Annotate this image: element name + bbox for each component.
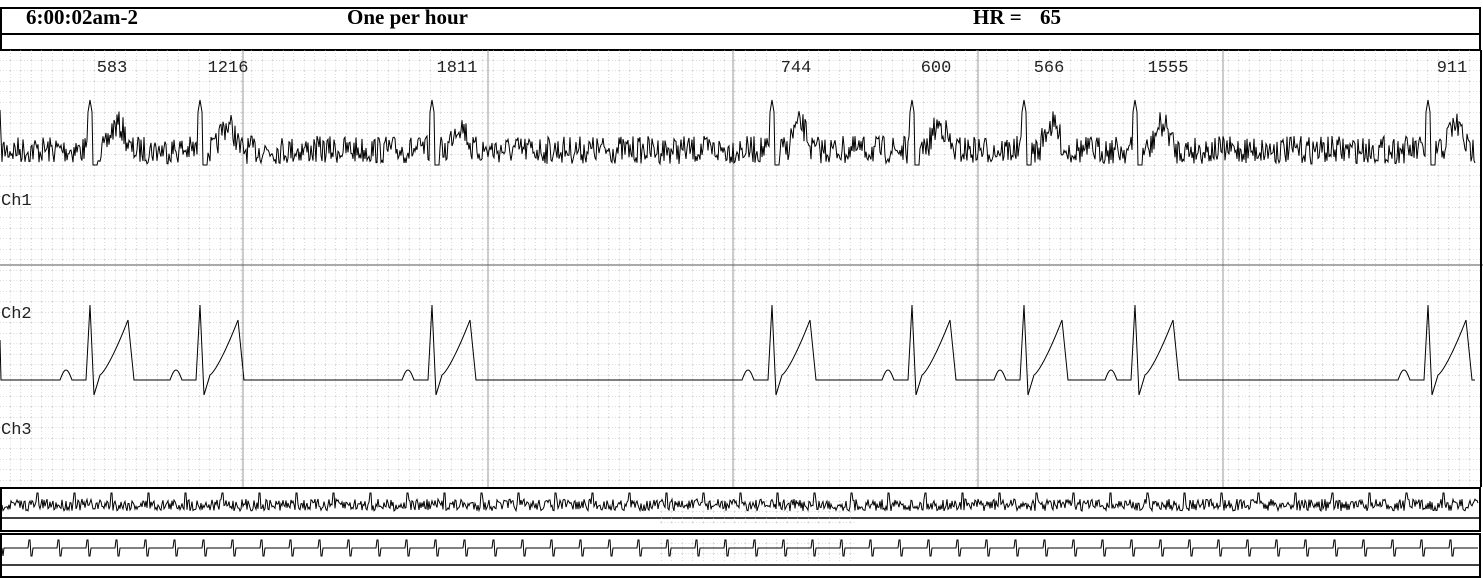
channel-label: Ch2 [1, 305, 32, 324]
ch2-trace [0, 304, 1475, 396]
overview-box [0, 487, 1481, 532]
overview-trace [1, 492, 1479, 513]
ch1-trace [0, 99, 1476, 166]
rr-interval: 1555 [1148, 59, 1189, 78]
mode-label: One per hour [347, 5, 468, 29]
grid [0, 50, 1483, 487]
overview-trace [1, 539, 1478, 557]
rr-interval: 744 [781, 59, 812, 78]
rr-interval: 600 [921, 59, 952, 78]
time-label: 6:00:02am-2 [26, 5, 138, 29]
hr-label: HR = [973, 5, 1022, 29]
channel-label: Ch3 [1, 421, 32, 440]
rr-interval: 1216 [208, 59, 249, 78]
rr-interval: 566 [1034, 59, 1065, 78]
hr-value: 65 [1040, 5, 1061, 29]
channel-label: Ch1 [1, 192, 32, 211]
major-grid [242, 50, 1224, 487]
rr-interval: 583 [97, 59, 128, 78]
overview-box [0, 533, 1481, 578]
rr-interval: 1811 [437, 59, 478, 78]
rr-interval: 911 [1437, 59, 1468, 78]
